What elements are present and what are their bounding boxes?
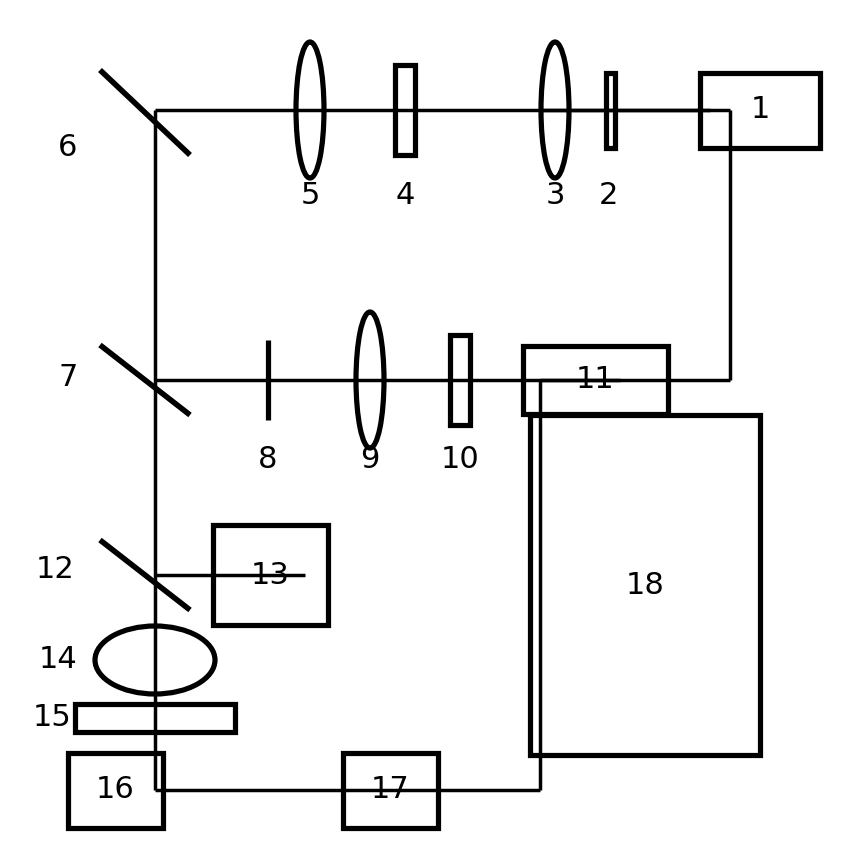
Text: 14: 14 <box>39 645 78 674</box>
Bar <box>75 704 235 732</box>
Text: 8: 8 <box>258 446 277 474</box>
Text: 9: 9 <box>360 446 379 474</box>
Bar <box>342 752 438 827</box>
Text: 17: 17 <box>371 776 410 805</box>
Bar <box>450 335 470 425</box>
Text: 15: 15 <box>33 704 72 733</box>
Text: 1: 1 <box>750 95 770 125</box>
Bar <box>530 415 760 755</box>
Bar <box>605 72 615 148</box>
Text: 11: 11 <box>576 365 615 394</box>
Bar <box>700 72 820 148</box>
Text: 18: 18 <box>626 570 664 600</box>
Text: 7: 7 <box>58 363 78 393</box>
Bar <box>523 346 668 414</box>
Text: 13: 13 <box>250 561 289 589</box>
Text: 10: 10 <box>441 446 480 474</box>
Bar <box>67 752 163 827</box>
Text: 3: 3 <box>545 180 565 210</box>
Bar <box>395 65 415 155</box>
Text: 5: 5 <box>300 180 319 210</box>
Text: 6: 6 <box>58 133 78 162</box>
Text: 16: 16 <box>95 776 134 805</box>
Bar <box>212 525 327 625</box>
Text: 12: 12 <box>35 556 74 584</box>
Text: 2: 2 <box>599 180 618 210</box>
Text: 4: 4 <box>395 180 415 210</box>
